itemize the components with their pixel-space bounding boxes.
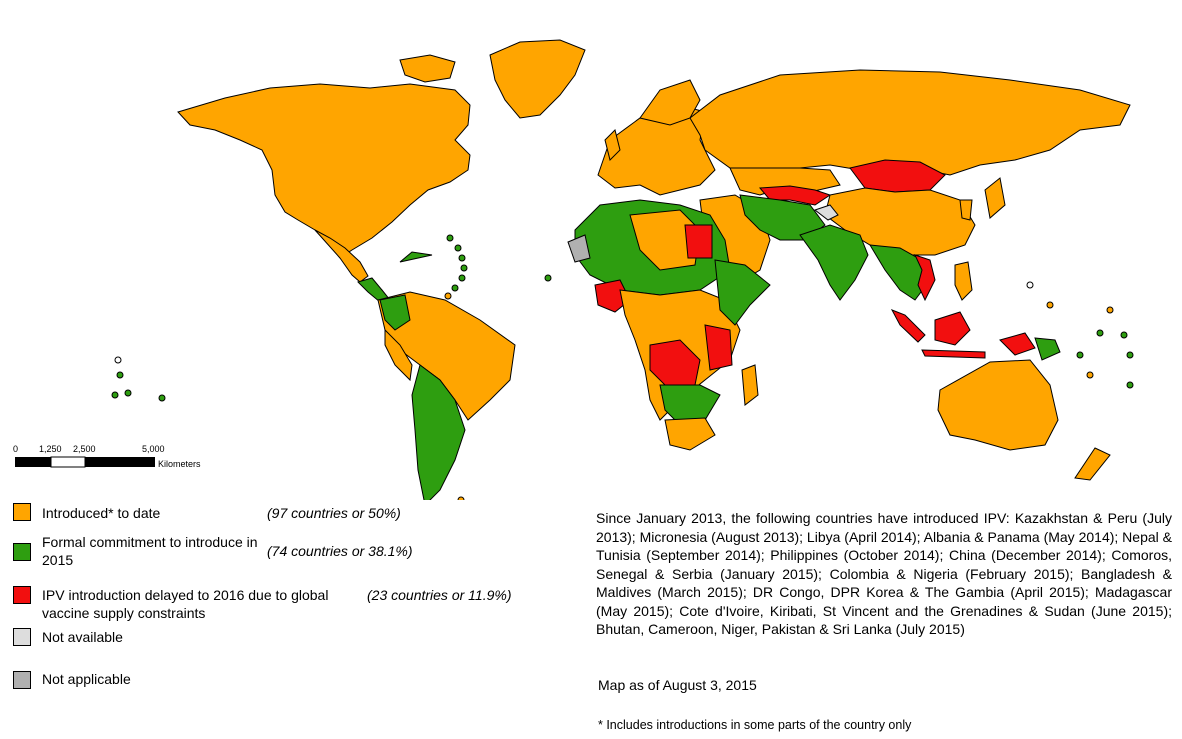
region-east-africa bbox=[714, 259, 771, 326]
region-madagascar bbox=[741, 364, 759, 406]
region-greenland bbox=[489, 39, 586, 119]
caribbean-islands bbox=[399, 234, 468, 300]
region-peru bbox=[384, 328, 413, 382]
legend-count-formal-commitment: (74 countries or 38.1%) bbox=[267, 543, 413, 559]
map-date: Map as of August 3, 2015 bbox=[598, 677, 757, 693]
region-not-available-tibet bbox=[813, 204, 839, 221]
pacific-islands-west bbox=[111, 356, 166, 402]
scale-bar: 0 1,250 2,500 5,000 Kilometers bbox=[13, 444, 201, 469]
legend-label-not-applicable: Not applicable bbox=[42, 671, 131, 687]
legend-count-introduced: (97 countries or 50%) bbox=[267, 505, 401, 521]
region-north-america bbox=[177, 83, 471, 259]
region-south-africa bbox=[664, 417, 716, 451]
legend-swatch-not-available bbox=[13, 628, 31, 646]
legend-swatch-not-applicable bbox=[13, 671, 31, 689]
legend-swatch-delayed bbox=[13, 586, 31, 604]
legend-label-introduced: Introduced* to date bbox=[42, 505, 161, 521]
legend-count-delayed: (23 countries or 11.9%) bbox=[367, 587, 512, 603]
region-west-africa-red bbox=[594, 279, 631, 313]
region-libya-algeria bbox=[629, 209, 701, 271]
region-egypt bbox=[684, 224, 713, 259]
scale-tick-0: 0 bbox=[13, 444, 18, 454]
region-uk bbox=[604, 129, 621, 161]
footnote: * Includes introductions in some parts o… bbox=[598, 718, 912, 732]
introduction-timeline-text: Since January 2013, the following countr… bbox=[596, 510, 1172, 637]
pacific-islands-east bbox=[457, 274, 1134, 500]
region-south-america-andes bbox=[411, 364, 466, 500]
region-tanzania-red bbox=[704, 324, 733, 371]
region-japan bbox=[984, 177, 1006, 219]
legend-label-delayed: IPV introduction delayed to 2016 due to … bbox=[42, 587, 329, 621]
legend-swatch-formal-commitment bbox=[13, 543, 31, 561]
region-south-asia bbox=[799, 224, 869, 301]
region-russia bbox=[689, 69, 1131, 176]
region-mexico bbox=[314, 229, 369, 283]
region-papua bbox=[999, 332, 1036, 356]
region-new-zealand bbox=[1074, 447, 1111, 481]
region-western-sahara bbox=[567, 234, 591, 263]
scale-tick-5000: 5,000 bbox=[142, 444, 165, 454]
region-arctic-islands bbox=[399, 54, 456, 83]
region-png bbox=[1034, 337, 1061, 361]
region-scandinavia bbox=[639, 79, 701, 126]
legend-label-formal-commitment: Formal commitment to introduce in 2015 bbox=[42, 534, 258, 568]
region-philippines bbox=[954, 261, 973, 301]
scale-tick-2500: 2,500 bbox=[73, 444, 96, 454]
region-indonesia-west bbox=[890, 309, 926, 343]
scale-tick-1250: 1,250 bbox=[39, 444, 62, 454]
region-australia bbox=[937, 359, 1059, 451]
region-korea bbox=[959, 199, 973, 221]
scale-unit: Kilometers bbox=[158, 459, 201, 469]
legend-swatch-introduced bbox=[13, 503, 31, 521]
world-map: 0 1,250 2,500 5,000 Kilometers bbox=[13, 39, 1134, 500]
region-indonesia-south bbox=[921, 349, 986, 359]
region-vietnam bbox=[914, 254, 936, 302]
legend-label-not-available: Not available bbox=[42, 629, 123, 645]
region-indonesia-borneo bbox=[934, 311, 971, 346]
region-colombia bbox=[379, 294, 411, 331]
